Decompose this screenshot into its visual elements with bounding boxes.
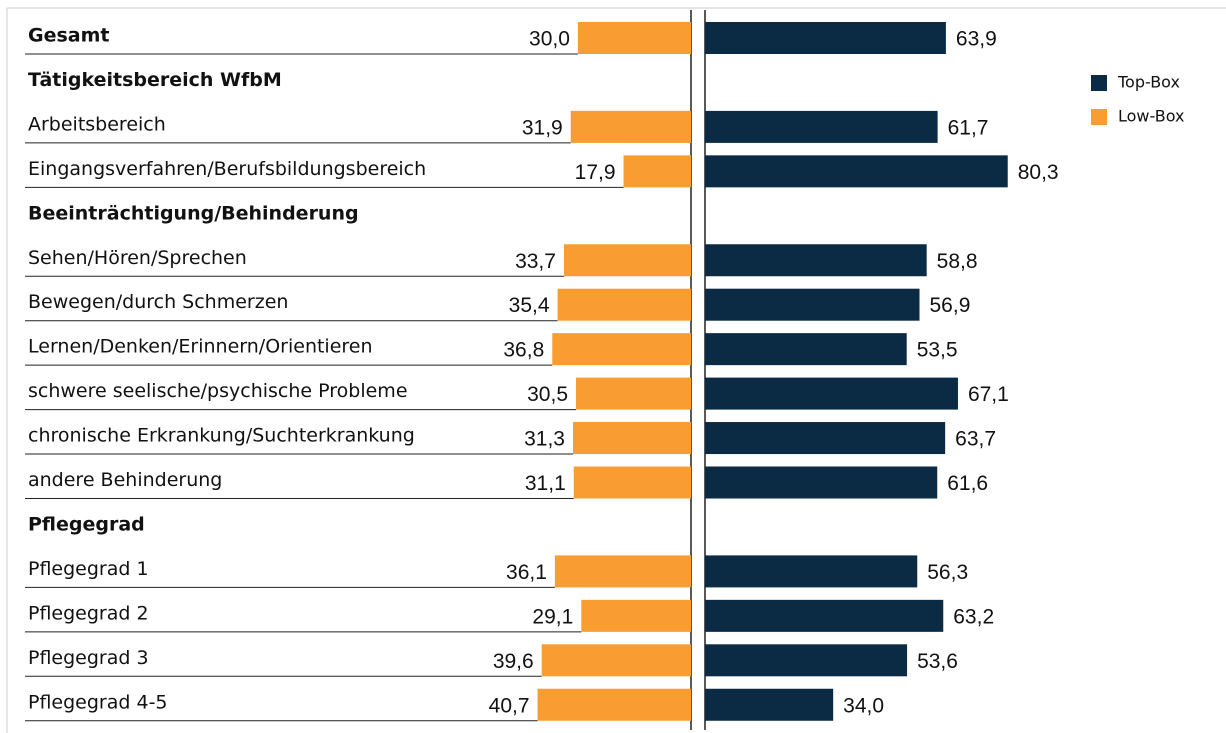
row-label: Pflegegrad 3 xyxy=(28,647,149,669)
bar xyxy=(554,555,691,588)
value-label: 29,1 xyxy=(532,605,573,628)
value-label: 61,6 xyxy=(947,472,988,495)
row-label: chronische Erkrankung/Suchterkrankung xyxy=(28,425,415,447)
value-label: 35,4 xyxy=(509,294,550,317)
group-header: Tätigkeitsbereich WfbM xyxy=(28,69,282,91)
value-label: 53,5 xyxy=(917,339,958,362)
bar xyxy=(705,466,938,499)
row-label: Eingangsverfahren/Berufsbildungsbereich xyxy=(28,158,426,180)
value-label: 30,0 xyxy=(529,28,570,51)
bar xyxy=(705,244,927,277)
bar xyxy=(705,644,908,677)
value-label: 34,0 xyxy=(843,694,884,717)
bar xyxy=(570,110,691,143)
bar xyxy=(541,644,691,677)
bar xyxy=(705,288,920,321)
value-label: 31,9 xyxy=(522,116,563,139)
bar xyxy=(705,422,946,455)
row-label: Lernen/Denken/Erinnern/Orientieren xyxy=(28,336,373,358)
legend-label: Top-Box xyxy=(1117,73,1180,92)
bar xyxy=(552,333,691,366)
value-label: 39,6 xyxy=(493,650,534,673)
value-label: 58,8 xyxy=(937,250,978,273)
value-label: 30,5 xyxy=(527,383,568,406)
row-label: schwere seelische/psychische Probleme xyxy=(28,380,408,402)
bar xyxy=(557,288,691,321)
group-header: Beeinträchtigung/Behinderung xyxy=(28,202,359,224)
bar xyxy=(705,333,907,366)
legend-label: Low-Box xyxy=(1118,107,1184,126)
legend-swatch xyxy=(1091,75,1107,91)
legend-swatch xyxy=(1091,109,1107,125)
row-label: Pflegegrad 2 xyxy=(28,602,149,624)
bar xyxy=(576,377,691,410)
bar xyxy=(705,22,946,54)
bar xyxy=(705,555,918,588)
bar xyxy=(563,244,691,277)
row-label: Pflegegrad 4-5 xyxy=(28,691,168,713)
bar xyxy=(573,466,691,499)
value-label: 56,3 xyxy=(927,561,968,584)
value-label: 63,2 xyxy=(953,605,994,628)
row-label: andere Behinderung xyxy=(28,469,222,491)
bar xyxy=(705,599,944,632)
value-label: 31,3 xyxy=(524,428,565,451)
row-label: Arbeitsbereich xyxy=(28,113,166,135)
bar xyxy=(705,155,1008,188)
group-header: Pflegegrad xyxy=(28,513,145,535)
bar xyxy=(705,110,938,143)
bar xyxy=(537,688,691,721)
value-label: 40,7 xyxy=(489,694,530,717)
value-label: 63,7 xyxy=(955,428,996,451)
bar xyxy=(577,22,691,54)
value-label: 80,3 xyxy=(1018,161,1059,184)
value-label: 36,1 xyxy=(506,561,547,584)
value-label: 63,9 xyxy=(956,28,997,51)
row-label: Bewegen/durch Schmerzen xyxy=(28,291,288,313)
value-label: 17,9 xyxy=(575,161,616,184)
value-label: 31,1 xyxy=(525,472,566,495)
value-label: 61,7 xyxy=(948,116,989,139)
row-label: Gesamt xyxy=(28,25,110,47)
bar xyxy=(705,688,834,721)
bar xyxy=(623,155,691,188)
value-label: 53,6 xyxy=(917,650,958,673)
bar xyxy=(572,422,691,455)
value-label: 67,1 xyxy=(968,383,1009,406)
bar xyxy=(705,377,958,410)
value-label: 33,7 xyxy=(515,250,556,273)
value-label: 36,8 xyxy=(503,339,544,362)
value-label: 56,9 xyxy=(930,294,971,317)
bar xyxy=(581,599,691,632)
row-label: Sehen/Hören/Sprechen xyxy=(28,247,247,269)
row-label: Pflegegrad 1 xyxy=(28,558,149,580)
